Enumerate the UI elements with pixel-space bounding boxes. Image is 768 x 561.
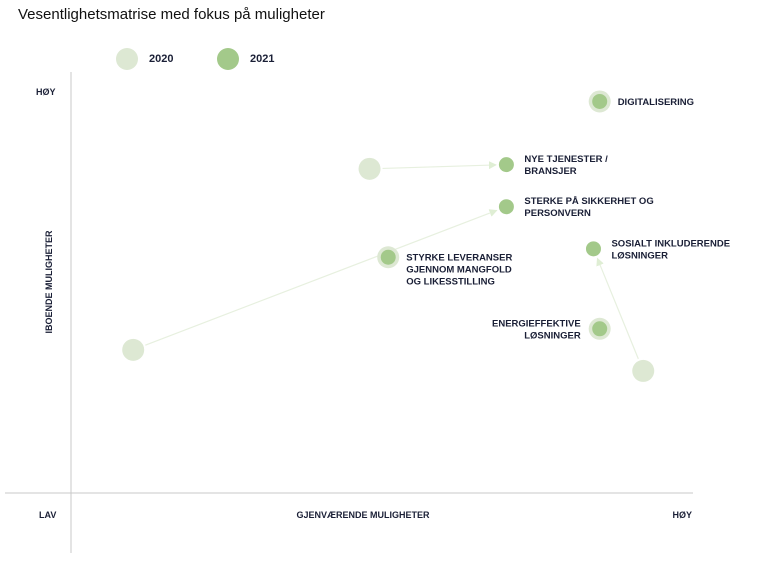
x-axis-title: GJENVÆRENDE MULIGHETER <box>296 510 430 520</box>
point-2021-sterke-sikkerhet <box>498 199 514 215</box>
x-axis-low-label: LAV <box>39 510 56 520</box>
label-sosialt-inkluderende: SOSIALT INKLUDERENDE LØSNINGER <box>611 238 730 261</box>
point-labels: NYE TJENESTER / BRANSJER STERKE PÅ SIKKERH… <box>406 97 730 341</box>
arrow-sterke-sikkerhet <box>145 209 498 346</box>
point-2020-sterke-sikkerhet <box>122 338 145 361</box>
point-2021-styrke-leveranser <box>380 249 396 265</box>
legend: 2020 2021 <box>116 48 274 70</box>
label-styrke-leveranser: STYRKE LEVERANSER GJENNOM MANGFOLD OG LIKE… <box>406 253 512 288</box>
y-axis-high-label: HØY <box>36 87 56 97</box>
label-energieffektive: ENERGIEFFEKTIVE LØSNINGER <box>492 318 581 341</box>
point-2020-nye-tjenester <box>358 157 381 180</box>
point-2021-sosialt-inkluderende <box>585 241 601 257</box>
label-nye-tjenester: NYE TJENESTER / BRANSJER <box>524 154 608 177</box>
series-2021 <box>380 93 608 337</box>
point-2020-sosialt-inkluderende <box>632 359 655 382</box>
chart-title: Vesentlighetsmatrise med fokus på muligh… <box>18 6 325 23</box>
x-axis-high-label: HØY <box>672 510 692 520</box>
legend-label-2020: 2020 <box>149 53 173 65</box>
label-sterke-sikkerhet: STERKE PÅ SIKKERHET OG PERSONVERN <box>524 196 653 219</box>
legend-marker-2020 <box>116 48 138 70</box>
point-2021-energieffektive <box>592 321 608 337</box>
point-2021-digitalisering <box>592 93 608 109</box>
movement-arrows <box>145 161 639 360</box>
point-2021-nye-tjenester <box>498 157 514 173</box>
legend-label-2021: 2021 <box>250 53 274 65</box>
arrow-sosialt-inkluderende <box>596 257 639 360</box>
arrow-nye-tjenester <box>382 161 497 170</box>
label-digitalisering: DIGITALISERING <box>618 97 694 108</box>
legend-marker-2021 <box>217 48 239 70</box>
y-axis-title: IBOENDE MULIGHETER <box>44 230 54 334</box>
